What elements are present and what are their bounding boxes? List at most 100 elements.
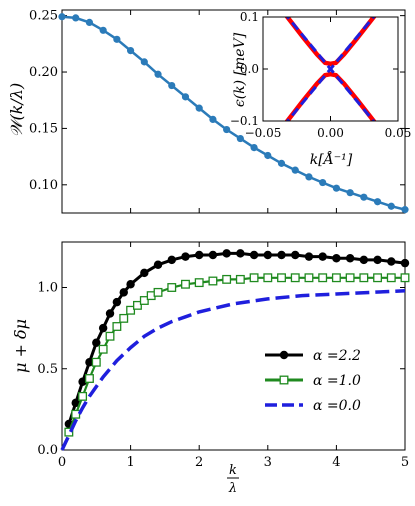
y-tick-label: 0.20 [29, 65, 58, 80]
inset-series-group [284, 17, 377, 121]
y-tick-label: 0.15 [29, 121, 58, 136]
data-point [71, 409, 81, 419]
data-point [58, 13, 66, 21]
data-point [291, 166, 299, 174]
bottom-xlabel-denominator: λ [228, 481, 237, 496]
data-point [208, 276, 218, 286]
data-point [126, 305, 136, 315]
data-point [167, 283, 177, 292]
data-point [263, 250, 272, 260]
data-point [359, 273, 369, 283]
data-point [71, 398, 80, 408]
data-point [167, 255, 176, 265]
data-point [64, 427, 74, 437]
data-point [223, 125, 231, 134]
y-tick-label: 0.0 [240, 62, 259, 76]
x-tick-label: 0 [58, 455, 66, 470]
x-tick-label: 3 [264, 455, 272, 470]
data-point [387, 202, 395, 210]
data-point [236, 249, 245, 258]
data-point [277, 273, 286, 283]
data-point [126, 280, 135, 289]
y-tick-label: 1.0 [37, 281, 58, 296]
top-plot-frame [61, 9, 406, 214]
y-tick-label: −0.1 [230, 114, 259, 128]
data-point [154, 70, 162, 78]
legend-marker [279, 350, 289, 360]
data-point [153, 287, 163, 297]
x-tick-label: 0.00 [317, 126, 344, 140]
legend-marker [279, 375, 289, 385]
data-point [113, 35, 121, 43]
data-point [290, 273, 300, 283]
data-point [140, 268, 149, 278]
data-point [72, 14, 80, 22]
data-point [304, 273, 314, 283]
data-point [194, 278, 204, 288]
data-point [304, 252, 314, 261]
data-point [264, 151, 272, 160]
data-point [112, 297, 122, 307]
data-point [249, 250, 259, 260]
data-point [373, 198, 382, 206]
inset-solid-line [284, 71, 377, 121]
data-point [291, 250, 300, 260]
data-point [345, 273, 355, 283]
data-point [331, 273, 341, 283]
data-point [359, 255, 369, 265]
data-point [78, 391, 88, 401]
data-point [105, 309, 115, 318]
data-point [195, 250, 204, 260]
top-ylabel: 𝒲(k/λ) [7, 83, 26, 137]
y-tick-label: 0.25 [29, 9, 58, 24]
inset-solid-line [284, 17, 377, 67]
legend-label: α =1.0 [313, 373, 361, 389]
data-point [249, 273, 259, 283]
x-tick-label: 4 [332, 455, 340, 470]
data-point [319, 178, 327, 187]
data-point [181, 279, 190, 289]
data-point [153, 260, 163, 269]
data-point [345, 254, 355, 263]
data-point [112, 322, 122, 331]
data-point [92, 338, 101, 347]
bottom-ylabel: μ + δμ [11, 319, 30, 373]
data-point [305, 173, 313, 181]
data-point [209, 115, 217, 123]
x-tick-label: 2 [195, 455, 203, 470]
x-tick-label: 1 [126, 455, 134, 470]
x-tick-label: 5 [401, 455, 409, 470]
data-point [400, 273, 410, 283]
data-point [195, 104, 203, 112]
data-point [168, 81, 176, 90]
data-point [85, 358, 94, 367]
data-point [318, 273, 328, 283]
data-point [387, 257, 396, 266]
data-point [85, 18, 94, 27]
data-point [400, 258, 410, 268]
data-point [250, 143, 258, 152]
bottom-panel: 0 1 2 3 4 5 0.0 0.5 1.0 α =2.2 α =1.0 α =0.0 [37, 241, 410, 470]
legend-label: α =2.2 [313, 348, 361, 364]
data-point [277, 159, 286, 167]
data-point [208, 250, 218, 260]
data-point [360, 193, 368, 201]
y-tick-label: 0.5 [37, 362, 58, 377]
data-point [181, 93, 190, 101]
data-point [332, 254, 341, 263]
data-point [235, 274, 245, 284]
data-point [91, 357, 101, 367]
data-point [105, 331, 115, 341]
data-point [332, 184, 340, 192]
data-point [373, 273, 383, 283]
y-tick-label: 0.0 [37, 443, 58, 458]
x-tick-label: 0.05 [385, 126, 412, 140]
data-point [119, 313, 129, 323]
data-point [98, 323, 108, 333]
data-point [78, 377, 87, 386]
data-point [263, 273, 273, 283]
legend-label: α =0.0 [313, 398, 361, 414]
data-point [346, 189, 354, 197]
y-tick-label: 0.1 [240, 10, 259, 24]
